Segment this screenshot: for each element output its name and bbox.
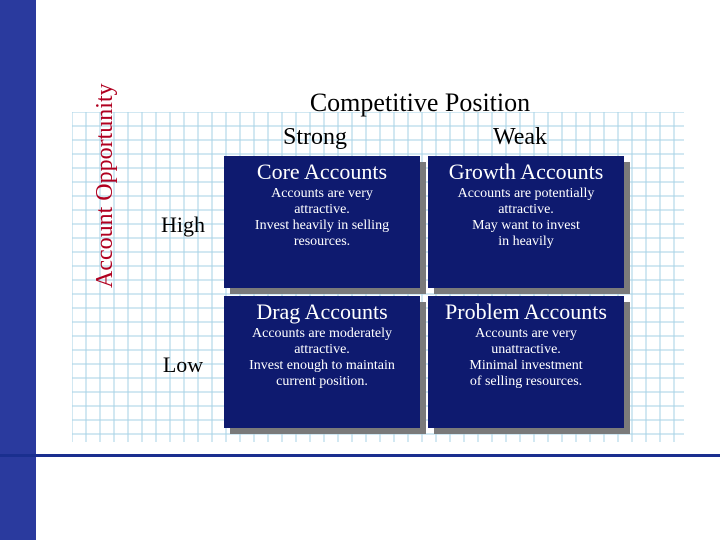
cell-title: Core Accounts xyxy=(228,160,416,184)
cell-body: Accounts are very attractive. Invest hea… xyxy=(228,186,416,250)
horizontal-rule xyxy=(0,454,720,457)
cell-title: Problem Accounts xyxy=(432,300,620,324)
cell-body: Accounts are moderately attractive. Inve… xyxy=(228,326,416,390)
cell-body: Accounts are very unattractive. Minimal … xyxy=(432,326,620,390)
cell-title: Drag Accounts xyxy=(228,300,416,324)
y-axis-title: Account Opportunity xyxy=(92,83,119,288)
y-axis-label-low: Low xyxy=(148,352,218,378)
x-axis-title: Competitive Position xyxy=(220,88,620,118)
matrix-cell-drag: Drag Accounts Accounts are moderately at… xyxy=(224,296,420,428)
x-axis-label-strong: Strong xyxy=(230,124,400,151)
left-accent-bar xyxy=(0,0,36,540)
x-axis-label-weak: Weak xyxy=(430,124,610,151)
cell-title: Growth Accounts xyxy=(432,160,620,184)
matrix-cell-growth: Growth Accounts Accounts are potentially… xyxy=(428,156,624,288)
matrix-cell-core: Core Accounts Accounts are very attracti… xyxy=(224,156,420,288)
matrix-cell-problem: Problem Accounts Accounts are very unatt… xyxy=(428,296,624,428)
y-axis-label-high: High xyxy=(148,212,218,238)
cell-body: Accounts are potentially attractive. May… xyxy=(432,186,620,250)
